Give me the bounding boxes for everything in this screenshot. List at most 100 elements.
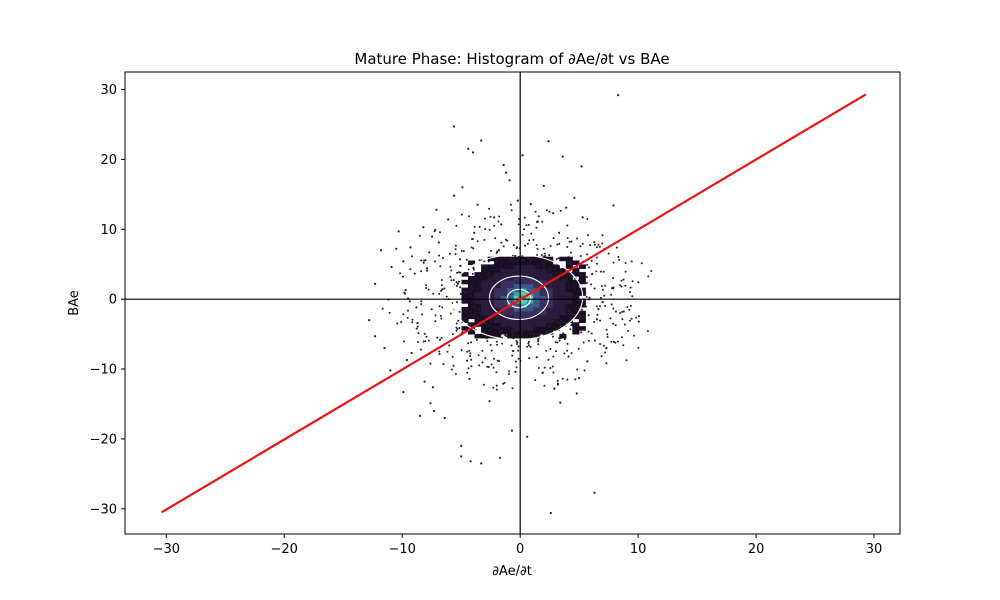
histogram-cell xyxy=(513,310,521,316)
scatter-point xyxy=(552,355,555,358)
scatter-point xyxy=(546,332,549,335)
x-tick-label: −20 xyxy=(270,542,297,557)
scatter-point xyxy=(521,258,524,261)
scatter-point xyxy=(495,274,498,277)
histogram-cell xyxy=(494,256,502,262)
scatter-point xyxy=(549,245,552,247)
scatter-point xyxy=(411,321,414,324)
scatter-point xyxy=(568,240,571,243)
scatter-point xyxy=(629,291,631,293)
scatter-point xyxy=(542,371,544,374)
scatter-point xyxy=(622,344,625,347)
histogram-cell xyxy=(539,272,547,277)
histogram-cell xyxy=(513,276,521,281)
histogram-cell xyxy=(494,333,502,339)
scatter-point xyxy=(552,212,555,215)
scatter-point xyxy=(477,335,480,338)
histogram-cell xyxy=(500,279,508,285)
histogram-cell xyxy=(494,303,502,308)
histogram-cell xyxy=(539,314,547,320)
histogram-cell xyxy=(559,333,567,339)
scatter-point xyxy=(488,207,491,210)
scatter-point xyxy=(459,293,462,295)
histogram-cell xyxy=(494,272,502,277)
scatter-point xyxy=(471,272,474,275)
scatter-point xyxy=(533,324,536,327)
scatter-point xyxy=(559,337,562,340)
scatter-point xyxy=(646,330,649,332)
histogram-cell xyxy=(546,330,554,335)
histogram-cell xyxy=(487,299,495,304)
histogram-cell xyxy=(461,306,469,312)
scatter-point xyxy=(590,259,593,262)
histogram-cell xyxy=(474,283,482,289)
histogram-cell xyxy=(559,318,567,323)
scatter-point xyxy=(448,252,451,255)
histogram-cell xyxy=(533,333,541,339)
scatter-point xyxy=(617,340,619,343)
histogram-cell xyxy=(481,330,489,335)
scatter-point xyxy=(430,308,433,311)
scatter-point xyxy=(455,322,458,325)
histogram-cell xyxy=(526,314,534,320)
histogram-cell xyxy=(500,299,508,304)
scatter-point xyxy=(457,319,460,322)
histogram-cell xyxy=(539,279,547,285)
histogram-cell xyxy=(481,306,489,312)
scatter-point xyxy=(488,274,490,277)
scatter-point xyxy=(576,309,579,312)
scatter-point xyxy=(567,287,570,290)
histogram-cell xyxy=(481,333,489,339)
contours xyxy=(449,253,584,341)
scatter-point xyxy=(381,307,384,310)
scatter-point xyxy=(445,295,448,298)
scatter-point xyxy=(482,307,485,310)
scatter-point xyxy=(600,285,603,288)
scatter-point xyxy=(374,335,377,338)
scatter-point xyxy=(561,305,564,308)
scatter-point xyxy=(526,242,529,245)
histogram-cell xyxy=(572,326,580,331)
histogram-cell xyxy=(513,322,521,327)
histogram-cell xyxy=(578,276,586,281)
plot-frame xyxy=(124,71,901,535)
histogram-cell xyxy=(507,299,515,304)
scatter-point xyxy=(510,326,513,329)
scatter-point xyxy=(466,371,469,374)
scatter-point xyxy=(552,237,555,240)
histogram-cell xyxy=(526,333,534,339)
scatter-point xyxy=(461,300,464,303)
histogram-cell xyxy=(526,272,534,277)
histogram-cell xyxy=(461,326,469,331)
scatter-point xyxy=(537,367,540,369)
histogram-cell xyxy=(565,256,573,262)
scatter-point xyxy=(420,259,423,262)
histogram-cell xyxy=(474,295,482,300)
histogram-cell xyxy=(513,291,521,296)
scatter-point xyxy=(470,358,473,361)
histogram-cell xyxy=(481,322,489,327)
scatter-point xyxy=(465,317,468,319)
scatter-point xyxy=(499,329,501,332)
scatter-point xyxy=(574,313,577,316)
scatter-point xyxy=(429,362,432,365)
histogram-cell xyxy=(468,276,476,281)
scatter-point xyxy=(571,322,574,325)
scatter-point xyxy=(470,246,473,249)
scatter-point xyxy=(455,281,458,284)
scatter-point xyxy=(625,359,628,362)
scatter-point xyxy=(470,285,473,288)
histogram-cell xyxy=(546,314,554,320)
scatter-point xyxy=(537,265,540,268)
scatter-point xyxy=(596,313,599,316)
scatter-point xyxy=(416,321,419,324)
scatter-point xyxy=(570,324,573,327)
scatter-point xyxy=(434,260,436,263)
scatter-point xyxy=(602,344,605,347)
scatter-point xyxy=(517,223,520,226)
histogram-cell xyxy=(559,299,567,304)
histogram-cell xyxy=(533,276,541,281)
scatter-point xyxy=(490,249,492,252)
scatter-point xyxy=(490,321,493,324)
scatter-point xyxy=(442,363,445,366)
